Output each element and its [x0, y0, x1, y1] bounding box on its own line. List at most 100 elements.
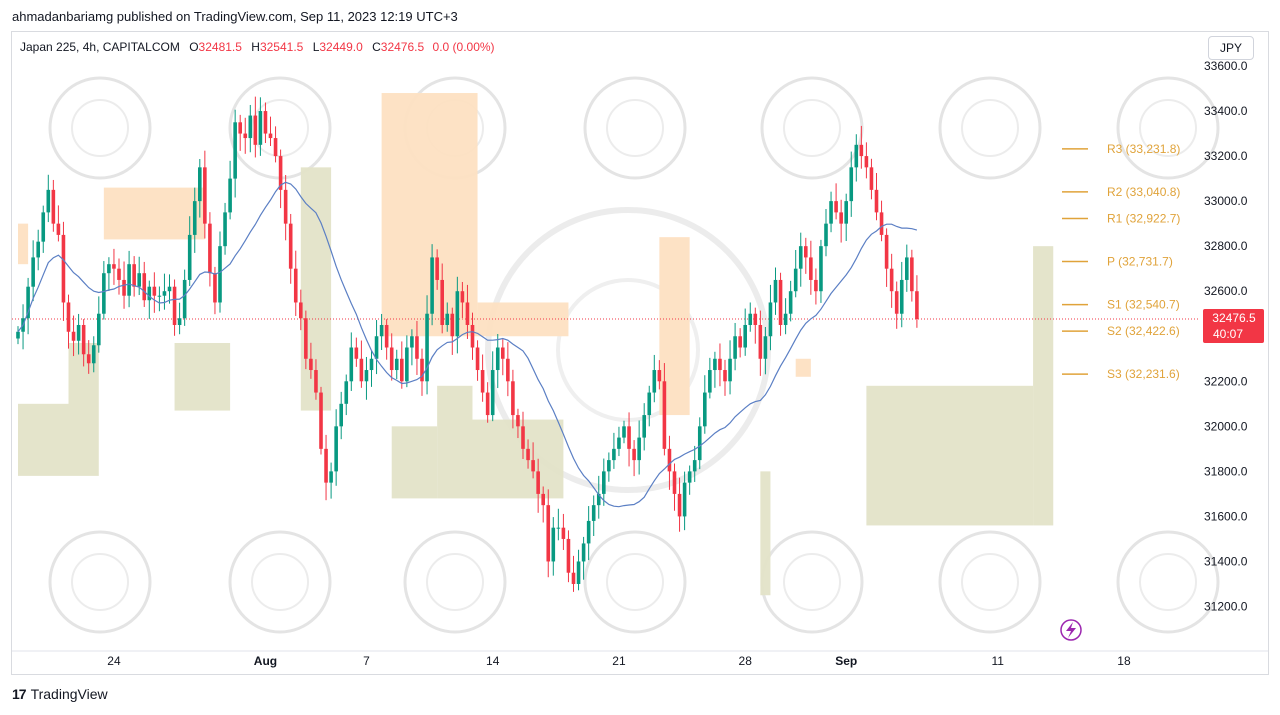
price-tick-label: 33400.0 [1204, 104, 1248, 118]
candle-body [91, 345, 96, 364]
price-tick-label: 32200.0 [1204, 374, 1248, 388]
candle-body [899, 279, 904, 314]
candle-body [349, 347, 354, 382]
candle-body [132, 264, 136, 287]
candle-body [66, 302, 71, 332]
candle-body [122, 279, 126, 296]
chart-frame [11, 31, 1269, 675]
candle-body [591, 505, 596, 521]
candle-body [783, 313, 788, 325]
candle-body [319, 392, 323, 449]
candle-body [283, 189, 288, 224]
open-value: 32481.5 [198, 40, 242, 54]
lightning-icon[interactable] [1060, 619, 1082, 641]
demand-zone [1033, 246, 1054, 526]
candle-body [723, 370, 727, 382]
candle-body [834, 201, 838, 213]
candle-body [465, 302, 470, 325]
price-axis[interactable]: 31200.0 31400.0 31600.0 31800.0 32000.0 32200… [1204, 59, 1248, 614]
candle-body [475, 347, 480, 371]
candle-body [551, 527, 556, 562]
candle-body [405, 347, 409, 382]
tv-logo-icon[interactable]: 17 [12, 686, 27, 702]
candle-body [278, 156, 283, 190]
candle-body [692, 460, 697, 472]
candle-body [354, 347, 359, 359]
candle-body [809, 257, 813, 280]
candle-body [152, 286, 157, 296]
pivot-label: P (32,731.7) [1107, 255, 1173, 269]
watermark-seal [938, 530, 1042, 634]
candle-body [536, 471, 540, 494]
candle-body [682, 482, 687, 517]
candle-body [849, 167, 854, 202]
candle-body [647, 392, 652, 416]
watermark-seal [583, 76, 687, 180]
candle-body [435, 257, 439, 280]
candle-body [819, 246, 823, 292]
publish-info: ahmadanbariamg published on TradingView.… [12, 9, 458, 24]
candle-body [430, 257, 434, 314]
candle-body [167, 286, 172, 292]
symbol-name[interactable]: Japan 225, 4h, CAPITALCOM [20, 40, 180, 54]
footer-brand[interactable]: TradingView [30, 686, 108, 702]
demand-zone [437, 385, 473, 499]
candle-body [86, 354, 91, 364]
demand-zone [174, 343, 231, 411]
candle-body [223, 212, 227, 247]
candle-body [389, 347, 394, 371]
pivot-label: R3 (33,231.8) [1107, 142, 1180, 156]
low-label: L [312, 40, 320, 54]
watermark-seal-inner [606, 553, 664, 611]
candle-body [16, 331, 20, 339]
time-tick-label: 24 [107, 654, 121, 668]
candle-body [420, 358, 424, 382]
candle-body [738, 336, 742, 348]
pivot-label: S2 (32,422.6) [1107, 324, 1180, 338]
watermark-seal [48, 530, 152, 634]
candle-body [339, 403, 343, 427]
candle-body [824, 223, 828, 247]
candle-body [293, 268, 298, 303]
candle-body [117, 268, 121, 280]
watermark-seal [48, 76, 152, 180]
candle-body [753, 313, 758, 325]
candle-body [273, 138, 278, 157]
low-value: 32449.0 [319, 40, 363, 54]
candle-body [228, 178, 232, 213]
change-value: 0.0 (0.00%) [432, 40, 495, 54]
price-tick-label: 32600.0 [1204, 284, 1248, 298]
supply-zone [18, 223, 29, 265]
candle-body [521, 426, 525, 449]
candle-body [511, 381, 515, 416]
time-axis[interactable]: 24 Aug 7 14 21 28 Sep 11 18 [107, 654, 1131, 668]
candle-body [410, 336, 414, 348]
candle-body [107, 264, 111, 274]
candle-body [177, 318, 182, 325]
candle-body [748, 313, 753, 325]
candle-body [26, 286, 30, 319]
candle-body [400, 358, 404, 382]
candle-body [733, 336, 737, 359]
time-tick-label: Aug [254, 654, 277, 668]
candle-body [854, 144, 859, 168]
watermark-seal-inner [783, 99, 841, 157]
candle-body [743, 324, 747, 348]
candle-body [127, 264, 131, 296]
candle-body [516, 415, 520, 427]
candle-body [531, 460, 535, 472]
watermark-seal-inner [1139, 99, 1197, 157]
candle-body [364, 370, 369, 382]
candle-body [102, 273, 106, 314]
last-price-tag: 32476.5 40:07 [1203, 309, 1264, 343]
price-tick-label: 33600.0 [1204, 59, 1248, 73]
watermark-seal-inner [961, 99, 1019, 157]
candle-body [233, 122, 237, 179]
candle-body [718, 358, 722, 371]
candle-body [490, 370, 495, 416]
candle-body [687, 471, 692, 483]
watermark-seal-inner [71, 553, 129, 611]
candle-body [581, 543, 586, 562]
currency-button[interactable]: JPY [1208, 36, 1254, 60]
